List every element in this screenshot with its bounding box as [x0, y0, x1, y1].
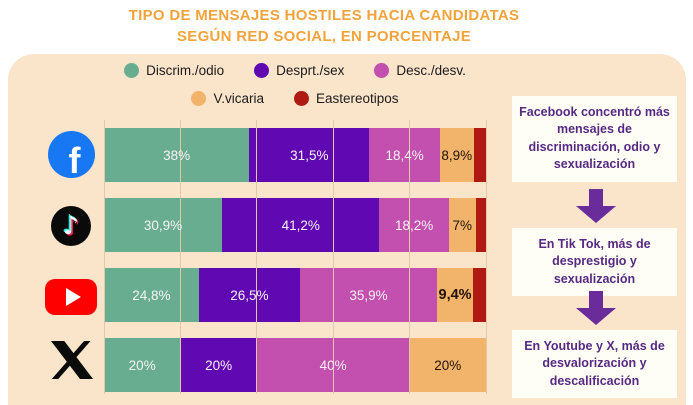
bar-segment: 18,4%: [369, 128, 440, 182]
legend-item: Desprt./sex: [254, 63, 344, 78]
chart-title: TIPO DE MENSAJES HOSTILES HACIA CANDIDAT…: [0, 5, 648, 47]
legend-dot-icon: [293, 91, 309, 106]
legend-label: Desprt./sex: [276, 63, 345, 78]
bar-segment: 20%: [180, 338, 257, 392]
bar-segment: 7%: [448, 198, 476, 252]
bar-facebook: 38% 31,5% 18,4% 8,9%: [104, 128, 486, 182]
bar-segment-label: 26,5%: [230, 287, 269, 303]
gridline: [332, 120, 334, 394]
bar-segment-label: 20%: [434, 357, 462, 373]
gridline: [409, 120, 411, 394]
legend-row-2: V.vicaria Eastereotipos: [60, 91, 530, 106]
legend-dot-icon: [124, 63, 140, 78]
bar-segment-label: 18,2%: [395, 217, 434, 233]
stacked-bar-chart: 38% 31,5% 18,4% 8,9% 30,9% 41,2% 18,2% 7% 24,8…: [103, 120, 487, 394]
gridline: [179, 120, 181, 394]
bar-segment: 8,9%: [439, 128, 474, 182]
legend-label: V.vicaria: [213, 91, 264, 106]
bar-segment: 31,5%: [249, 128, 370, 182]
bar-segment-label: 41,2%: [281, 217, 320, 233]
bar-segment-label: 24,8%: [132, 287, 171, 303]
annotation-youtube-x: En Youtube y X, más de desvalorización y…: [512, 330, 677, 398]
annotation-tiktok: En Tik Tok, más de desprestigio y sexual…: [512, 228, 677, 296]
bar-segment: 9,4%: [437, 268, 473, 322]
gridline: [256, 120, 258, 394]
bar-segment: 26,5%: [198, 268, 300, 322]
legend-item: Eastereotipos: [293, 91, 399, 106]
bar-segment-label: 20%: [128, 357, 156, 373]
bar-segment: [473, 128, 486, 182]
legend-label: Eastereotipos: [315, 91, 399, 106]
bar-segment: 35,9%: [299, 268, 438, 322]
down-arrow-icon: [576, 291, 616, 325]
bar-segment: 24,8%: [104, 268, 199, 322]
tiktok-icon: ♪: [51, 206, 91, 246]
gridline: [103, 120, 105, 394]
bar-segment: 30,9%: [104, 198, 223, 252]
down-arrow-icon: [576, 189, 616, 223]
bar-segment-label: 40%: [319, 357, 347, 373]
bar-segment: 20%: [104, 338, 181, 392]
bar-segment-label: 38%: [163, 147, 191, 163]
annotation-facebook: Facebook concentró más mensajes de discr…: [512, 96, 677, 182]
bar-segment: 20%: [409, 338, 486, 392]
bar-segment-label: 18,4%: [385, 147, 424, 163]
youtube-icon: [45, 279, 97, 315]
legend-label: Discrim./odio: [146, 63, 225, 78]
legend-label: Desc./desv.: [396, 63, 466, 78]
bar-youtube: 24,8% 26,5% 35,9% 9,4%: [104, 268, 486, 322]
x-icon: [50, 337, 94, 383]
bar-segment-label: 20%: [205, 357, 233, 373]
legend-item: Desc./desv.: [374, 63, 466, 78]
chart-title-line2: SEGÚN RED SOCIAL, EN PORCENTAJE: [176, 28, 472, 45]
bar-tiktok: 30,9% 41,2% 18,2% 7%: [104, 198, 486, 252]
facebook-icon: f: [48, 131, 95, 178]
bar-segment: 18,2%: [379, 198, 449, 252]
bar-segment-label: 30,9%: [143, 217, 183, 233]
bar-segment: [472, 268, 486, 322]
legend-row-1: Discrim./odio Desprt./sex Desc./desv.: [60, 63, 530, 78]
bar-segment-label: 7%: [452, 217, 473, 233]
bar-segment: 38%: [104, 128, 250, 182]
bar-segment-label: 35,9%: [349, 287, 388, 303]
chart-title-line1: TIPO DE MENSAJES HOSTILES HACIA CANDIDAT…: [128, 7, 520, 24]
bar-segment-label: 8,9%: [441, 147, 473, 163]
legend-item: V.vicaria: [191, 91, 264, 106]
legend-dot-icon: [191, 91, 207, 106]
bar-segment: [475, 198, 486, 252]
gridline: [485, 120, 487, 394]
legend-dot-icon: [254, 63, 270, 78]
bar-x: 20% 20% 40% 20%: [104, 338, 486, 392]
bar-segment: 41,2%: [222, 198, 380, 252]
bar-segment-label: 31,5%: [290, 147, 329, 163]
legend-item: Discrim./odio: [124, 63, 224, 78]
bar-segment-label: 9,4%: [438, 287, 472, 303]
legend-dot-icon: [374, 63, 390, 78]
